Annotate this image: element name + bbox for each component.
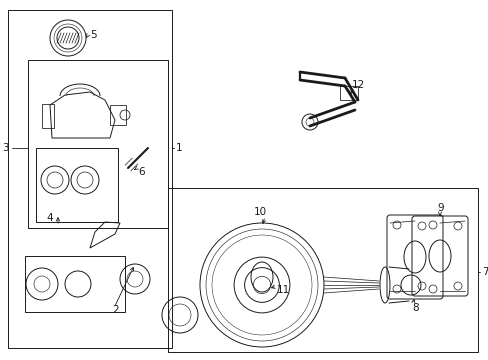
Bar: [8, 10, 172, 348]
Text: 3: 3: [2, 143, 9, 153]
Bar: [168, 188, 477, 352]
Bar: [28, 60, 168, 228]
Text: 7: 7: [481, 267, 488, 277]
Bar: [36, 148, 118, 222]
Text: 9: 9: [436, 203, 443, 213]
Bar: [339, 86, 357, 100]
Text: 5: 5: [90, 30, 97, 40]
Text: 11: 11: [276, 285, 290, 295]
Bar: [42, 104, 54, 128]
Text: 8: 8: [411, 303, 418, 313]
Text: 6: 6: [138, 167, 144, 177]
Text: 12: 12: [351, 80, 365, 90]
Bar: [25, 256, 125, 312]
Text: 1: 1: [176, 143, 182, 153]
Text: 10: 10: [253, 207, 266, 217]
Text: 4: 4: [46, 213, 53, 223]
Text: 2: 2: [112, 305, 119, 315]
Bar: [110, 105, 126, 125]
